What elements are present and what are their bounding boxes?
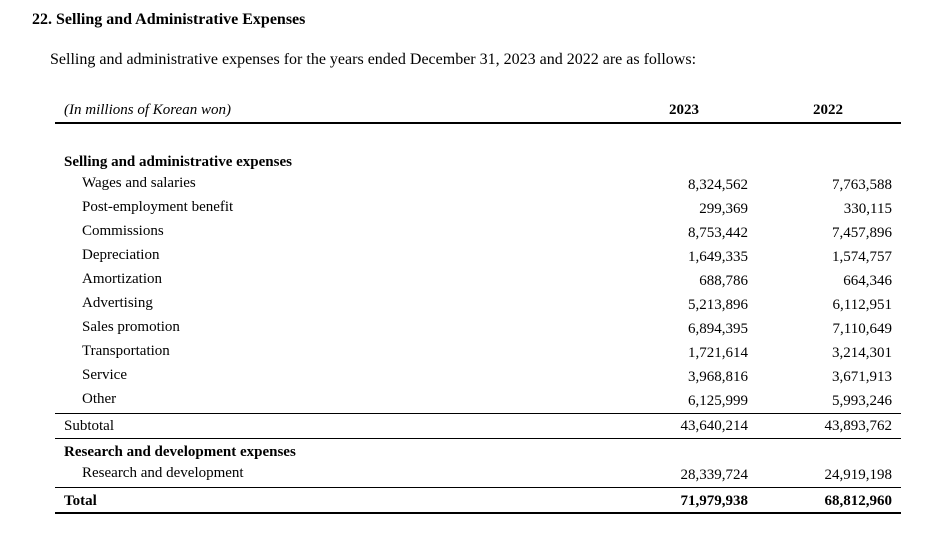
row-rule	[55, 487, 901, 488]
value-cell: 688,786	[699, 273, 748, 289]
row-label: Research and development	[82, 465, 244, 481]
value-cell: 6,894,395	[688, 321, 748, 337]
row-label: Amortization	[82, 271, 162, 287]
section-heading: Selling and administrative expenses	[64, 154, 292, 170]
row-label: Wages and salaries	[82, 175, 196, 191]
value-cell: 1,649,335	[688, 249, 748, 265]
column-header: 2022	[813, 102, 843, 118]
row-label: Service	[82, 367, 127, 383]
intro-text: Selling and administrative expenses for …	[50, 51, 697, 68]
value-cell: 7,457,896	[832, 225, 892, 241]
header-rule	[55, 122, 901, 124]
row-label: Other	[82, 391, 117, 407]
value-cell: 3,968,816	[688, 369, 748, 385]
section-title: 22. Selling and Administrative Expenses	[32, 11, 306, 28]
row-label: Post-employment benefit	[82, 199, 234, 215]
value-cell: 1,574,757	[832, 249, 892, 265]
value-cell: 8,324,562	[688, 177, 748, 193]
value-cell: 330,115	[843, 201, 892, 217]
value-cell: 28,339,724	[680, 467, 749, 483]
value-cell: 43,640,214	[680, 418, 749, 434]
value-cell: 299,369	[699, 201, 748, 217]
subtotal-rule	[55, 438, 901, 439]
value-cell: 7,110,649	[832, 321, 892, 337]
value-cell: 43,893,762	[824, 418, 893, 434]
value-cell: 3,214,301	[832, 345, 892, 361]
column-header: 2023	[669, 102, 699, 118]
row-label: Sales promotion	[82, 319, 180, 335]
row-label: Commissions	[82, 223, 164, 239]
row-label: Transportation	[82, 343, 170, 359]
value-cell: 7,763,588	[832, 177, 892, 193]
value-cell: 6,112,951	[832, 297, 892, 313]
value-cell: 5,213,896	[688, 297, 748, 313]
row-label: Advertising	[82, 295, 153, 311]
value-cell: 1,721,614	[688, 345, 748, 361]
total-label: Total	[64, 493, 97, 509]
subtotal-label: Subtotal	[64, 418, 115, 434]
value-cell: 68,812,960	[824, 493, 893, 509]
value-cell: 5,993,246	[832, 393, 892, 409]
value-cell: 664,346	[843, 273, 892, 289]
value-cell: 8,753,442	[688, 225, 748, 241]
total-rule	[55, 512, 901, 514]
value-cell: 3,671,913	[832, 369, 892, 385]
row-label: Depreciation	[82, 247, 160, 263]
value-cell: 71,979,938	[680, 493, 749, 509]
section-heading: Research and development expenses	[64, 444, 296, 460]
unit-label: (In millions of Korean won)	[64, 102, 231, 118]
value-cell: 24,919,198	[824, 467, 893, 483]
value-cell: 6,125,999	[688, 393, 748, 409]
row-rule	[55, 413, 901, 414]
